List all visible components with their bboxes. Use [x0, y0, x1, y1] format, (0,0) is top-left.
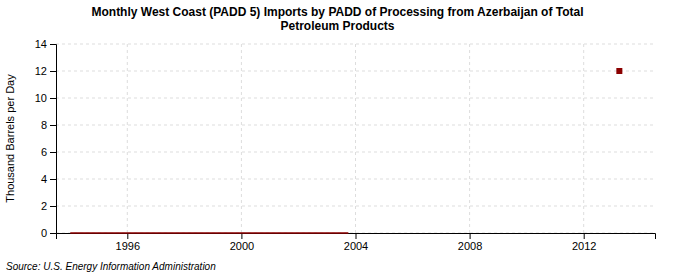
y-axis-tick: 2	[41, 200, 56, 212]
y-axis-tick-mark	[50, 125, 56, 126]
title: Monthly West Coast (PADD 5) Imports by P…	[91, 5, 583, 33]
y-axis-tick-mark	[50, 44, 56, 45]
y-axis-tick: 4	[41, 173, 56, 185]
series-point	[616, 68, 622, 74]
y-axis-line	[50, 45, 57, 234]
y-axis-tick-mark	[50, 179, 56, 180]
x-axis-line	[57, 234, 656, 240]
y-axis-tick: 10	[35, 92, 56, 104]
x-axis: 1996 2000 2004 2008 2012	[57, 233, 656, 252]
plot-area: 1996 2000 2004 2008 2012 0 2 4 6 8 10 12 14	[35, 38, 656, 252]
y-axis-tick: 12	[35, 65, 56, 77]
grid-line-x	[583, 44, 584, 233]
y-axis: 0 2 4 6 8 10 12 14	[35, 38, 57, 239]
y-axis-tick-label: 8	[41, 119, 47, 131]
y-axis-tick-label: 6	[41, 146, 47, 158]
y-axis-tick-label: 14	[35, 38, 47, 50]
y-axis-tick-label: 10	[35, 92, 47, 104]
y-axis-tick-label: 12	[35, 65, 47, 77]
x-axis-tick-mark	[127, 233, 128, 239]
x-axis-tick: 2004	[344, 233, 368, 252]
source: Source: U.S. Energy Information Administ…	[6, 261, 216, 272]
y-axis-tick: 14	[35, 38, 56, 50]
y-axis-tick-mark	[50, 206, 56, 207]
x-axis-tick-label: 2004	[344, 240, 368, 252]
grid-line-x	[127, 44, 128, 233]
grid-line-x	[241, 44, 242, 233]
grid-line-x	[355, 44, 356, 233]
series-line	[70, 232, 348, 234]
chart: 1996 2000 2004 2008 2012 0 2 4 6 8 10 12 14 Monthly W…	[0, 0, 675, 275]
x-axis-tick-label: 2000	[230, 240, 254, 252]
grid	[56, 44, 655, 233]
y-axis-tick-label: 0	[41, 227, 47, 239]
y-axis-tick-label: 4	[41, 173, 47, 185]
y-axis-tick-label: 2	[41, 200, 47, 212]
x-axis-tick: 2012	[572, 233, 596, 252]
grid-line-x	[469, 44, 470, 233]
x-axis-tick-mark	[470, 233, 471, 239]
x-axis-tick-label: 2008	[458, 240, 482, 252]
y-axis-tick-mark	[50, 152, 56, 153]
y-axis-tick-mark	[50, 98, 56, 99]
x-axis-tick-label: 1996	[116, 240, 140, 252]
x-axis-tick-label: 2012	[572, 240, 596, 252]
y-axis-title: Thousand Barrels per Day	[4, 74, 16, 203]
y-axis-tick: 0	[41, 227, 56, 239]
y-axis-tick-mark	[50, 71, 56, 72]
x-axis-tick-mark	[356, 233, 357, 239]
x-axis-tick: 2008	[458, 233, 482, 252]
x-axis-tick-mark	[584, 233, 585, 239]
y-axis-tick: 6	[41, 146, 56, 158]
y-axis-tick: 8	[41, 119, 56, 131]
x-axis-tick-mark	[241, 233, 242, 239]
y-axis-tick-mark	[50, 233, 56, 234]
x-axis-tick: 2000	[230, 233, 254, 252]
x-axis-tick: 1996	[116, 233, 140, 252]
marks	[70, 68, 622, 233]
